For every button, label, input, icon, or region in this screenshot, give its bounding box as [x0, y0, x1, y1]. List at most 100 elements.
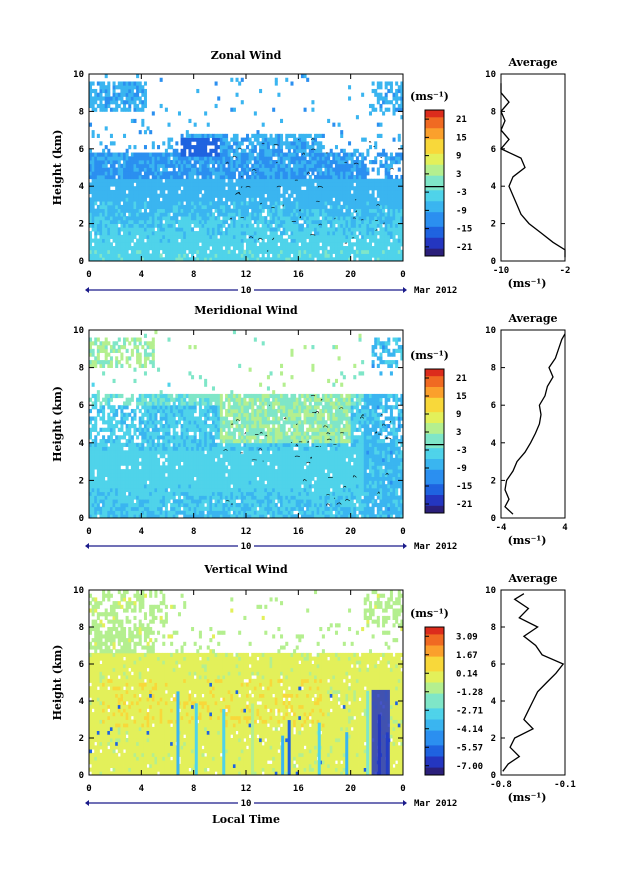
x-tick-label: 20: [345, 784, 356, 794]
colorbar-tick-label: 0.14: [456, 669, 478, 679]
y-tick-label: 2: [79, 220, 84, 230]
average-unit: (ms⁻¹): [508, 791, 547, 804]
x-tick-label: 4: [139, 784, 145, 794]
colorbar-tick-label: -2.71: [456, 706, 483, 716]
colorbar-tick-label: -9: [456, 464, 467, 474]
colorbar-tick-label: 1.67: [456, 651, 478, 661]
y-tick-label: 6: [79, 145, 84, 155]
colorbar-tick-label: 3.09: [456, 632, 478, 642]
x-tick-label: 20: [345, 270, 356, 280]
average-y-tick-label: 2: [491, 734, 496, 744]
x-tick-label: 16: [293, 784, 304, 794]
x-tick-label: 0: [86, 527, 91, 537]
date-day-label: 10: [241, 799, 252, 809]
average-y-tick-label: 2: [491, 220, 496, 230]
average-y-tick-label: 6: [491, 401, 496, 411]
x-tick-label: 20: [345, 527, 356, 537]
y-tick-label: 8: [79, 364, 84, 374]
y-tick-label: 10: [73, 586, 84, 596]
colorbar-tick-label: -1.28: [456, 688, 483, 698]
average-y-tick-label: 8: [491, 364, 496, 374]
heatmap-cells: [89, 590, 403, 775]
colorbar-tick-label: 21: [456, 115, 467, 125]
y-tick-label: 6: [79, 660, 84, 670]
average-y-tick-label: 10: [485, 586, 496, 596]
heatmap-cells: [89, 330, 403, 518]
average-y-tick-label: 6: [491, 660, 496, 670]
average-title: Average: [507, 572, 557, 585]
y-tick-label: 8: [79, 107, 84, 117]
x-tick-label: 8: [191, 527, 196, 537]
date-month-label: Mar 2012: [414, 542, 457, 552]
chart-title: Meridional Wind: [194, 304, 298, 317]
y-tick-label: 2: [79, 734, 84, 744]
colorbar-unit: (ms⁻¹): [410, 349, 449, 362]
date-month-label: Mar 2012: [414, 286, 457, 296]
average-x-tick-label: -0.1: [554, 780, 576, 790]
y-tick-label: 0: [79, 771, 84, 781]
x-tick-label: 12: [241, 527, 252, 537]
colorbar-tick-label: 9: [456, 152, 461, 162]
y-axis-label: Height (km): [51, 130, 64, 206]
x-axis-label: Local Time: [212, 813, 280, 826]
average-x-tick-label: -4: [496, 523, 507, 533]
x-tick-label: 4: [139, 270, 145, 280]
x-tick-label: 8: [191, 270, 196, 280]
streak-mark: [345, 732, 348, 775]
x-tick-label: 0: [86, 270, 91, 280]
colorbar-tick-label: -21: [456, 243, 472, 253]
heatmap-cells: [89, 74, 403, 261]
y-tick-label: 6: [79, 401, 84, 411]
average-y-tick-label: 6: [491, 145, 496, 155]
colorbar-tick-label: -9: [456, 206, 467, 216]
colorbar-tick-label: -15: [456, 482, 472, 492]
colorbar-unit: (ms⁻¹): [410, 90, 449, 103]
average-frame: [501, 74, 565, 261]
average-y-tick-label: 10: [485, 326, 496, 336]
average-y-tick-label: 8: [491, 623, 496, 633]
average-y-tick-label: 2: [491, 476, 496, 486]
y-axis-label: Height (km): [51, 645, 64, 721]
streak-mark: [366, 691, 369, 775]
y-axis-label: Height (km): [51, 386, 64, 462]
average-y-tick-label: 10: [485, 70, 496, 80]
chart-title: Vertical Wind: [203, 563, 288, 576]
streak-mark: [288, 720, 291, 775]
streak-mark: [176, 691, 179, 775]
colorbar-tick-label: -21: [456, 500, 472, 510]
x-tick-label: 0: [400, 784, 405, 794]
x-tick-label: 0: [400, 270, 405, 280]
date-day-label: 10: [241, 542, 252, 552]
colorbar-tick-label: -4.14: [456, 725, 484, 735]
y-tick-label: 0: [79, 514, 84, 524]
streak-mark: [251, 704, 254, 775]
date-axis-arrow: [85, 543, 89, 549]
colorbar-tick-label: 15: [456, 392, 467, 402]
y-tick-label: 4: [79, 697, 85, 707]
y-tick-label: 2: [79, 476, 84, 486]
date-month-label: Mar 2012: [414, 799, 457, 809]
y-tick-label: 10: [73, 70, 84, 80]
colorbar-tick-label: -3: [456, 188, 467, 198]
average-y-tick-label: 8: [491, 107, 496, 117]
colorbar-tick-label: 21: [456, 374, 467, 384]
average-y-tick-label: 4: [491, 697, 497, 707]
average-y-tick-label: 4: [491, 439, 497, 449]
x-tick-label: 16: [293, 270, 304, 280]
date-axis-arrow: [403, 287, 407, 293]
colorbar-tick-label: -3: [456, 446, 467, 456]
date-axis-arrow: [85, 287, 89, 293]
streak-mark: [318, 723, 321, 775]
x-tick-label: 4: [139, 527, 145, 537]
colorbar-unit: (ms⁻¹): [410, 607, 449, 620]
streak-mark: [281, 736, 284, 775]
date-axis-arrow: [403, 543, 407, 549]
streak-mark: [222, 709, 225, 775]
